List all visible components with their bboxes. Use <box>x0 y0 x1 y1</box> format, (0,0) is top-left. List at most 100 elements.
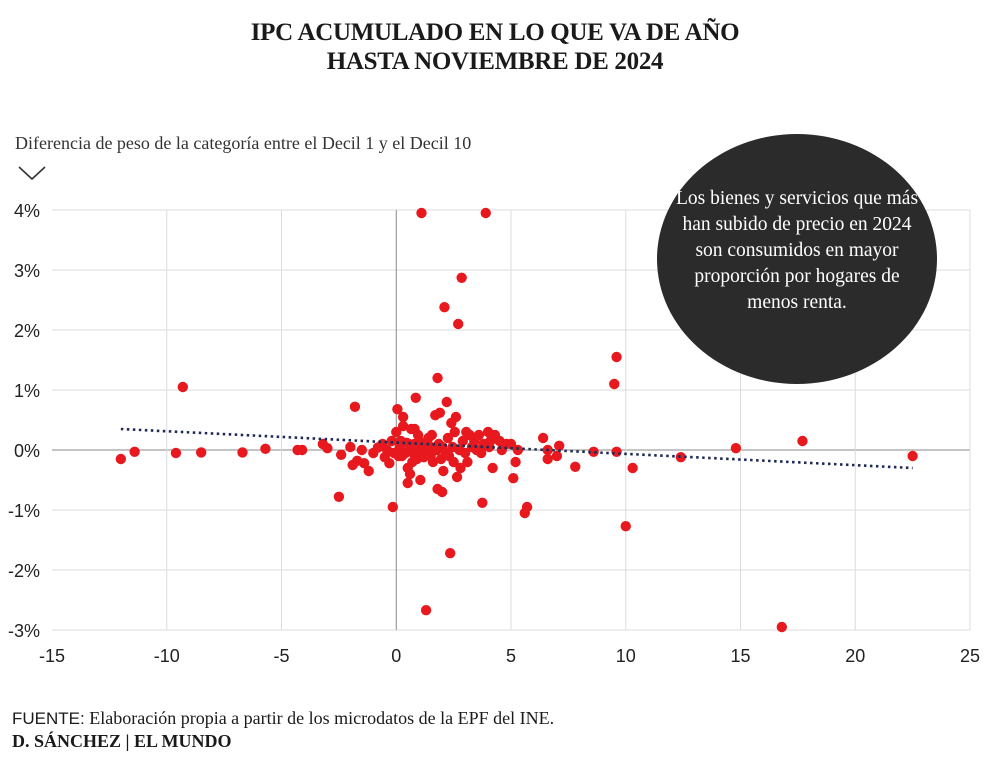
data-point <box>521 501 533 513</box>
data-point <box>345 441 356 453</box>
data-point <box>451 471 463 483</box>
data-point <box>237 447 248 458</box>
data-point <box>386 435 397 447</box>
annotation-text: Los bienes y servicios que más han subid… <box>675 188 919 313</box>
data-point <box>322 443 333 454</box>
data-point <box>512 444 524 456</box>
source-label: FUENTE: <box>12 709 85 728</box>
data-point <box>416 207 427 219</box>
data-point <box>444 548 456 559</box>
data-point <box>397 420 409 432</box>
x-tick-label: -5 <box>273 646 289 666</box>
y-tick-label: 3% <box>14 261 40 281</box>
data-point <box>392 404 403 415</box>
data-point <box>436 486 448 498</box>
data-point <box>333 491 345 502</box>
data-point <box>456 272 467 283</box>
y-tick-label: 1% <box>14 381 40 401</box>
data-point <box>410 392 421 403</box>
chart-subtitle: Diferencia de peso de la categoría entre… <box>15 133 472 153</box>
x-tick-label: 5 <box>506 646 516 666</box>
annotation-bubble: Los bienes y servicios que más han subid… <box>657 134 937 384</box>
data-point <box>448 456 459 468</box>
x-tick-label: 15 <box>730 646 750 666</box>
data-point <box>455 462 466 474</box>
chart-title-line-1: IPC ACUMULADO EN LO QUE VA DE AÑO <box>250 19 740 46</box>
chart-title: IPC ACUMULADO EN LO QUE VA DE AÑO HASTA … <box>0 18 990 76</box>
data-point <box>439 302 450 313</box>
data-point <box>450 411 462 423</box>
data-point <box>391 426 402 438</box>
data-point <box>420 605 432 616</box>
y-tick-label: -3% <box>8 621 40 641</box>
y-tick-label: 2% <box>14 321 40 341</box>
data-point <box>776 621 788 633</box>
data-point <box>537 432 549 444</box>
data-point <box>442 432 454 444</box>
x-tick-label: -15 <box>39 646 65 666</box>
data-point <box>473 429 485 441</box>
data-point <box>434 407 446 418</box>
data-point <box>129 446 140 457</box>
data-point <box>477 497 488 508</box>
source-text: Elaboración propia a partir de los micro… <box>84 708 555 728</box>
y-tick-label: -2% <box>8 561 40 581</box>
data-point <box>487 462 498 474</box>
data-point <box>384 458 395 469</box>
chart-title-line-2: HASTA NOVIEMBRE DE 2024 <box>326 48 664 75</box>
source-note: FUENTE: Elaboración propia a partir de l… <box>12 708 554 729</box>
data-point <box>438 465 449 477</box>
data-point <box>797 435 808 447</box>
trend-line <box>120 427 913 470</box>
data-point <box>609 378 620 390</box>
data-point <box>459 447 471 459</box>
x-tick-label: 20 <box>845 646 865 666</box>
data-point <box>356 444 368 456</box>
data-point <box>441 396 452 408</box>
data-point <box>335 449 347 460</box>
data-point <box>402 477 413 489</box>
data-point <box>457 435 469 447</box>
data-point <box>404 468 416 480</box>
data-point <box>387 501 399 513</box>
data-point <box>505 438 517 450</box>
data-point <box>620 521 631 532</box>
data-point <box>426 429 438 441</box>
data-point <box>588 446 599 457</box>
data-point <box>358 458 370 469</box>
data-point <box>475 447 487 459</box>
chevron-down-icon <box>18 166 46 181</box>
data-point <box>570 461 581 472</box>
data-point <box>397 411 409 423</box>
data-point <box>115 453 127 465</box>
data-point <box>415 474 426 486</box>
x-tick-label: 0 <box>391 646 401 666</box>
data-point <box>675 452 687 463</box>
credit-line: D. SÁNCHEZ | EL MUNDO <box>12 731 232 751</box>
data-point <box>611 446 622 457</box>
x-tick-label: 10 <box>616 646 636 666</box>
data-point <box>542 453 553 465</box>
data-point <box>551 450 563 462</box>
y-tick-label: 4% <box>14 201 40 221</box>
data-point <box>427 456 439 468</box>
scatter-chart: 4% 3% 2% 1% 0% -1% -2% -3% -15 -10 -5 0 5 10 15 20 25 <box>8 201 980 666</box>
data-point <box>449 426 460 438</box>
data-point <box>363 465 374 477</box>
data-point <box>453 318 464 330</box>
y-tick-label: 0% <box>14 441 40 461</box>
data-point <box>611 351 622 363</box>
data-point <box>510 456 521 468</box>
data-point <box>177 381 189 393</box>
data-point <box>260 443 271 454</box>
x-tick-label: -10 <box>154 646 180 666</box>
data-point <box>349 401 361 412</box>
data-point <box>553 440 565 451</box>
data-point <box>480 207 491 219</box>
data-point <box>627 462 638 474</box>
data-point <box>730 443 742 454</box>
x-tick-label: 25 <box>960 646 980 666</box>
data-point <box>195 447 207 458</box>
data-point <box>432 372 443 384</box>
data-point <box>907 450 918 462</box>
